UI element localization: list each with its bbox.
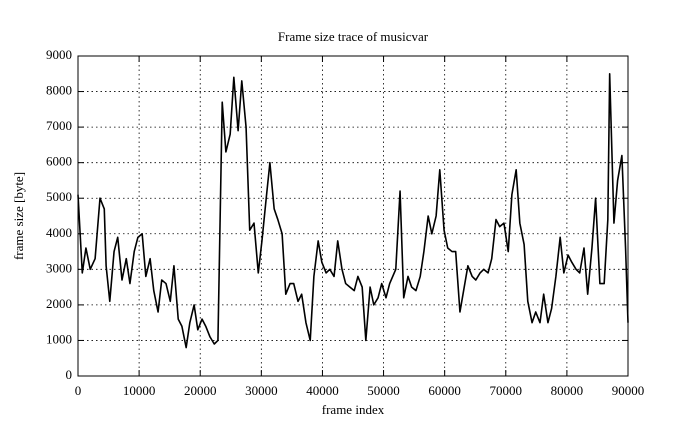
y-tick-label: 4000 (46, 225, 72, 240)
x-axis-label: frame index (322, 402, 385, 417)
y-tick-label: 9000 (46, 47, 72, 62)
x-tick-label: 20000 (184, 383, 217, 398)
y-tick-label: 7000 (46, 118, 72, 133)
x-tick-label: 40000 (306, 383, 339, 398)
x-tick-label: 70000 (490, 383, 523, 398)
y-axis-label: frame size [byte] (11, 172, 26, 260)
y-tick-label: 5000 (46, 189, 72, 204)
x-tick-label: 0 (75, 383, 82, 398)
x-tick-label: 10000 (123, 383, 156, 398)
y-tick-label: 1000 (46, 331, 72, 346)
y-tick-label: 2000 (46, 296, 72, 311)
chart-title: Frame size trace of musicvar (278, 29, 429, 44)
trace-line (77, 72, 629, 349)
x-tick-label: 60000 (428, 383, 461, 398)
plot-frame (77, 55, 629, 377)
x-tick-label: 90000 (612, 383, 645, 398)
x-tick-label: 50000 (367, 383, 400, 398)
y-tick-label: 3000 (46, 260, 72, 275)
x-tick-label: 80000 (551, 383, 584, 398)
x-tick-label: 30000 (245, 383, 278, 398)
y-tick-label: 0 (66, 367, 73, 382)
y-tick-label: 6000 (46, 154, 72, 169)
y-tick-label: 8000 (46, 83, 72, 98)
